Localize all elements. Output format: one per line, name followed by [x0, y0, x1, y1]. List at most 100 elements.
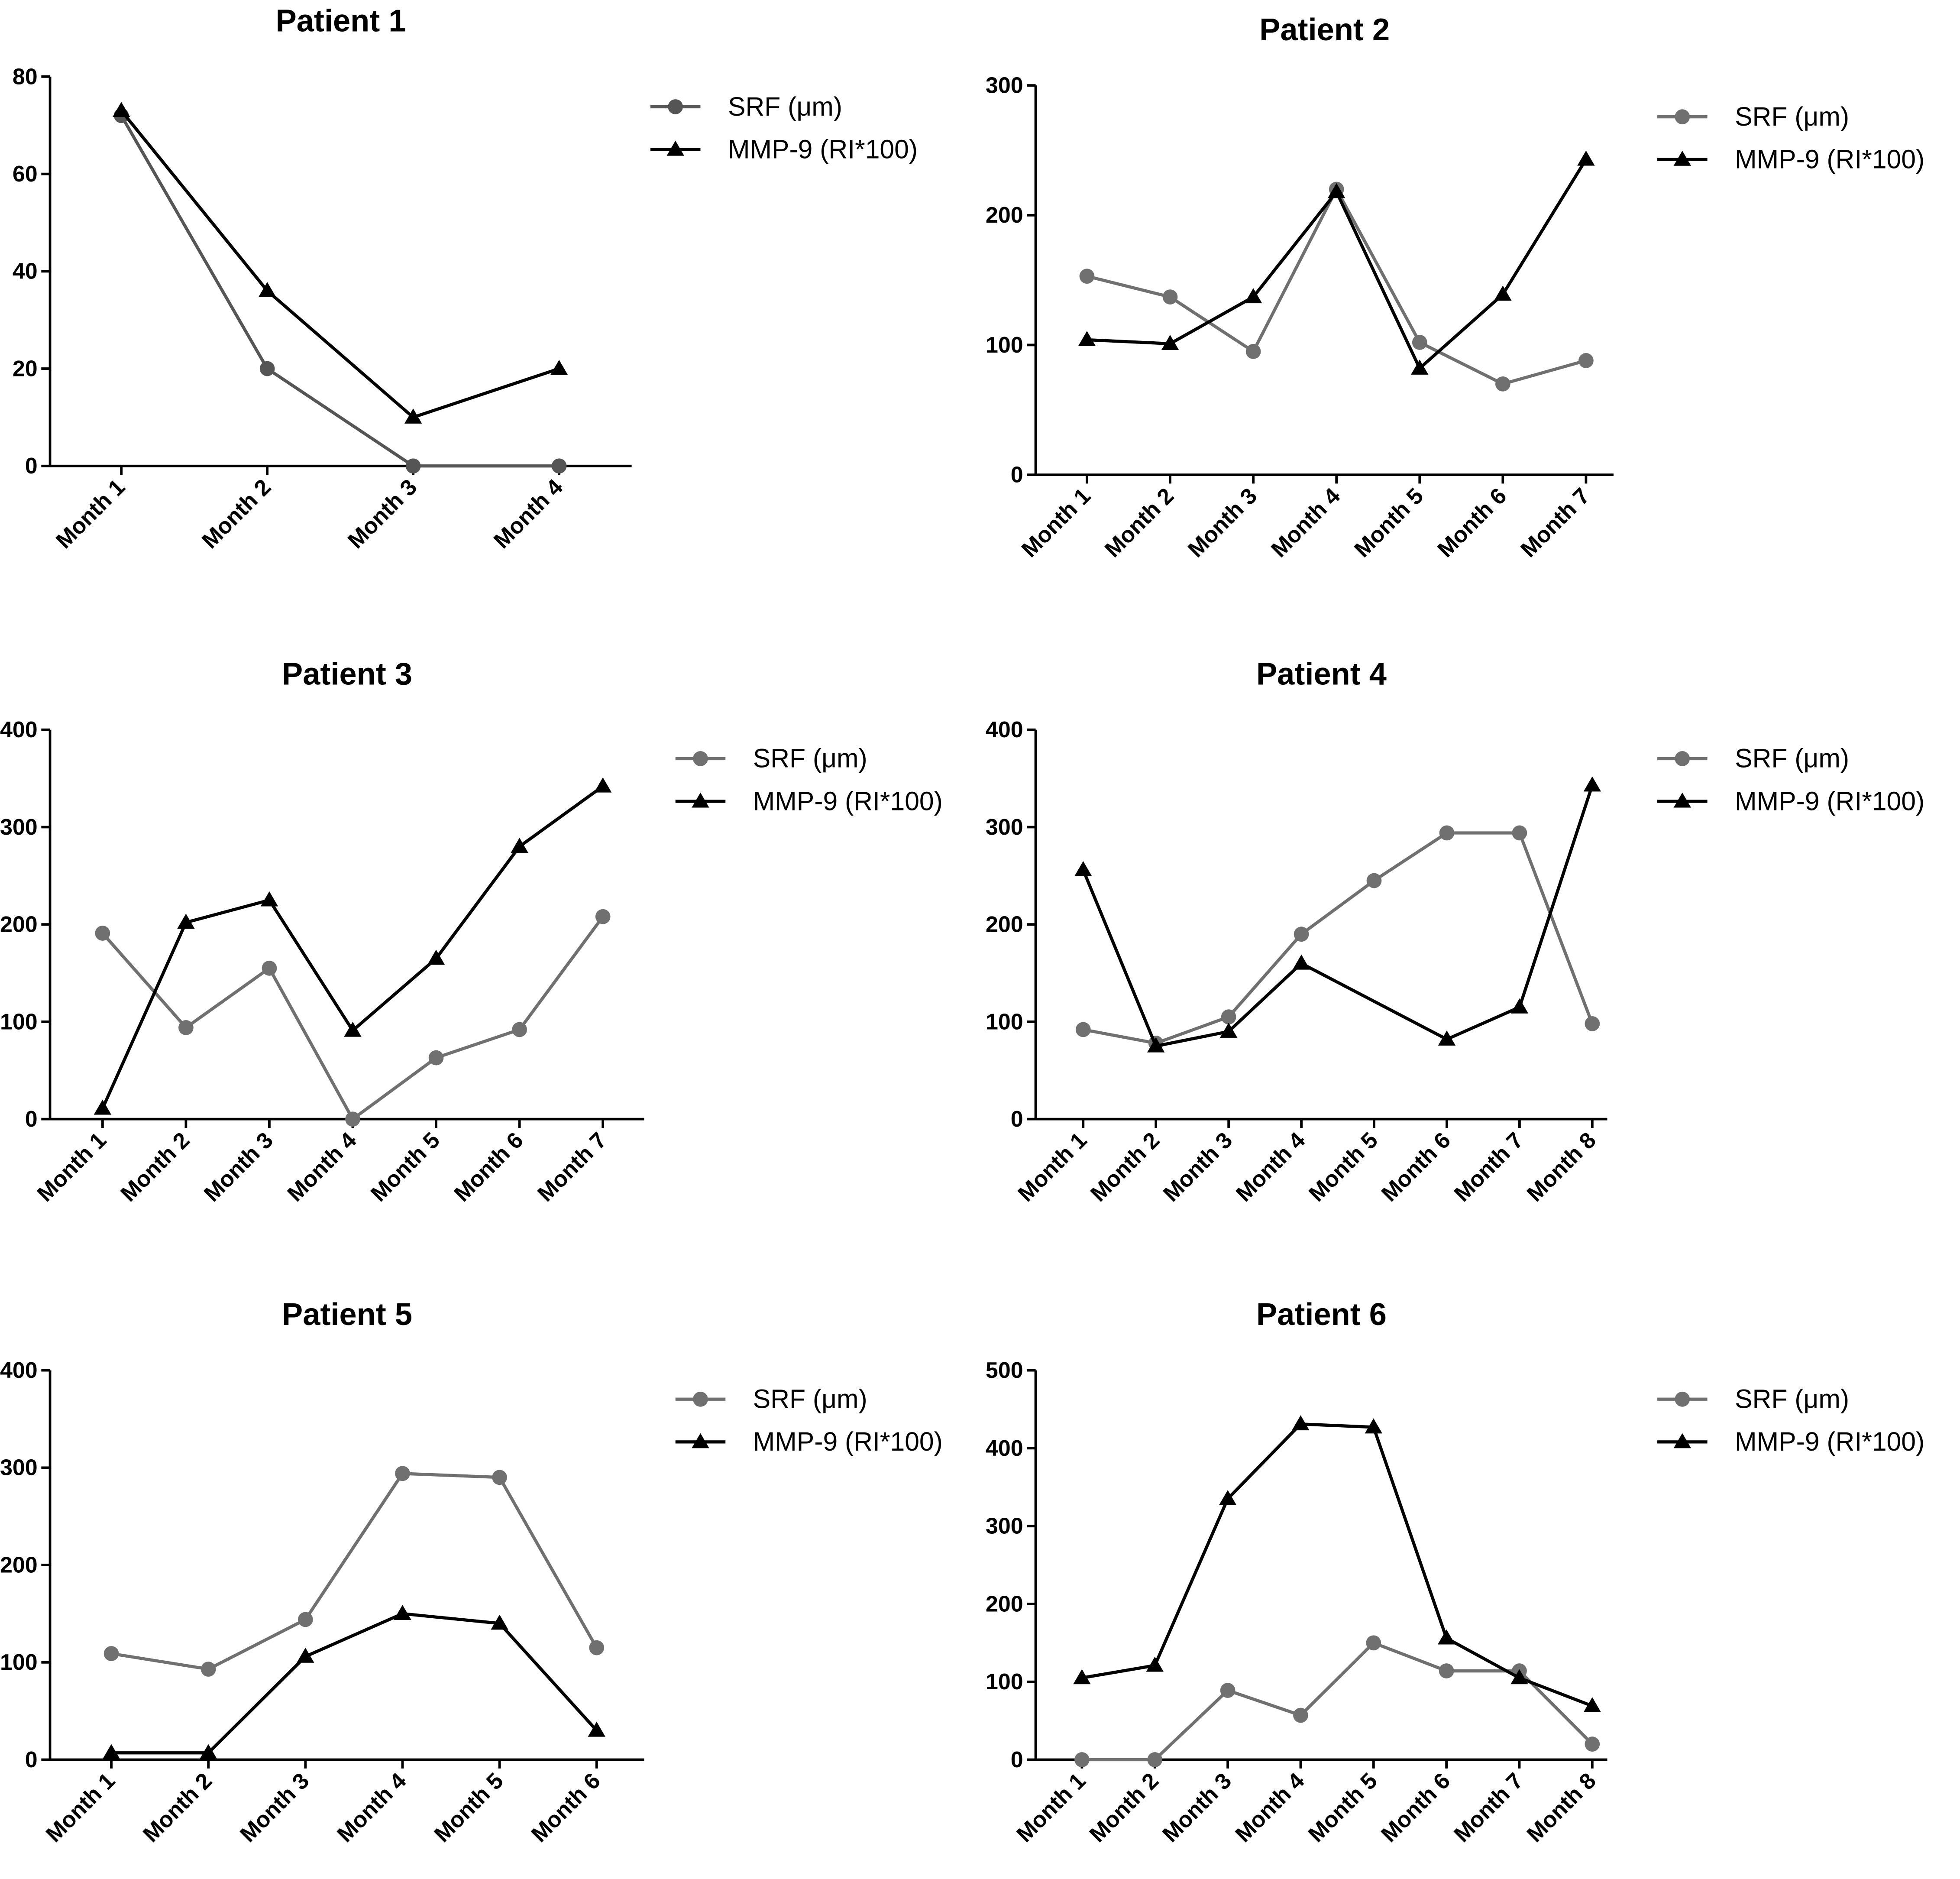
- y-tick-label: 200: [986, 203, 1023, 228]
- legend-marker: [1675, 1391, 1690, 1407]
- data-point: [427, 949, 445, 965]
- series-line: [120, 110, 560, 419]
- chart-title: Patient 3: [282, 657, 412, 691]
- legend-marker: [693, 751, 708, 766]
- y-tick-label: 80: [13, 64, 38, 89]
- data-point: [1577, 150, 1595, 166]
- x-tick-label: Month 4: [1231, 1768, 1310, 1847]
- data-point: [395, 1466, 410, 1481]
- legend-label: MMP-9 (RI*100): [1735, 144, 1924, 174]
- x-tick-label: Month 2: [138, 1768, 217, 1847]
- chart-title: Patient 4: [1256, 657, 1387, 691]
- y-tick-label: 400: [0, 717, 38, 742]
- y-tick-label: 100: [0, 1650, 38, 1675]
- x-tick-label: Month 3: [343, 474, 422, 554]
- data-point: [512, 1022, 527, 1037]
- y-tick-label: 200: [0, 912, 38, 937]
- data-point: [112, 102, 130, 117]
- x-tick-label: Month 2: [1086, 1127, 1164, 1207]
- y-tick-label: 400: [986, 717, 1023, 742]
- y-tick-label: 300: [986, 815, 1023, 840]
- y-tick-label: 300: [0, 1455, 38, 1481]
- x-tick-label: Month 6: [1377, 1127, 1455, 1207]
- data-point: [588, 1721, 605, 1737]
- data-point: [1147, 1752, 1163, 1767]
- data-point: [511, 838, 528, 853]
- data-point: [595, 909, 611, 924]
- data-point: [103, 1646, 119, 1661]
- legend-marker: [1675, 109, 1690, 125]
- y-tick-label: 200: [986, 1591, 1023, 1617]
- data-point: [394, 1605, 411, 1620]
- data-point: [1079, 269, 1095, 284]
- x-tick-label: Month 7: [1449, 1768, 1528, 1847]
- x-tick-label: Month 1: [41, 1768, 120, 1847]
- y-tick-label: 200: [986, 912, 1023, 937]
- y-tick-label: 300: [986, 73, 1023, 98]
- data-point: [1220, 1683, 1236, 1698]
- data-point: [1293, 1707, 1308, 1723]
- data-point: [1219, 1023, 1238, 1038]
- x-tick-label: Month 3: [199, 1127, 278, 1207]
- x-tick-label: Month 7: [1516, 483, 1595, 563]
- data-point: [1078, 331, 1096, 346]
- y-tick-label: 400: [986, 1436, 1023, 1461]
- data-point: [1162, 289, 1178, 305]
- x-tick-label: Month 5: [366, 1127, 445, 1207]
- data-point: [95, 926, 110, 941]
- legend-marker: [693, 1391, 708, 1407]
- legend-marker: [1675, 751, 1690, 766]
- data-point: [258, 282, 276, 297]
- data-point: [1583, 1697, 1601, 1712]
- y-tick-label: 0: [25, 1107, 38, 1132]
- legend-label: SRF (μm): [1735, 744, 1849, 773]
- data-point: [1219, 1490, 1237, 1505]
- data-point: [1075, 1022, 1091, 1037]
- data-point: [428, 1050, 444, 1066]
- data-point: [1074, 861, 1092, 876]
- x-tick-label: Month 1: [1013, 1127, 1092, 1207]
- y-tick-label: 100: [986, 1669, 1023, 1694]
- data-point: [491, 1614, 508, 1630]
- data-point: [1074, 1752, 1090, 1767]
- data-point: [1510, 1669, 1528, 1685]
- x-tick-label: Month 4: [1266, 483, 1345, 563]
- data-point: [1438, 1030, 1456, 1046]
- series-line: [101, 916, 605, 1122]
- x-tick-label: Month 2: [1100, 483, 1179, 563]
- legend-marker: [692, 792, 709, 808]
- chart-title: Patient 6: [1256, 1297, 1387, 1332]
- x-tick-label: Month 3: [236, 1768, 314, 1847]
- legend-marker: [668, 99, 683, 114]
- data-point: [1439, 825, 1455, 841]
- x-tick-label: Month 2: [197, 474, 276, 554]
- data-point: [1146, 1656, 1164, 1672]
- data-point: [262, 960, 277, 976]
- data-point: [298, 1612, 313, 1627]
- series-line: [120, 114, 560, 468]
- data-point: [1366, 1635, 1381, 1651]
- series-line: [1081, 1422, 1593, 1707]
- data-point: [1578, 353, 1594, 368]
- x-tick-label: Month 1: [51, 474, 130, 554]
- data-point: [1512, 825, 1527, 841]
- data-point: [1495, 376, 1510, 392]
- x-tick-label: Month 6: [527, 1768, 605, 1847]
- x-tick-label: Month 4: [333, 1768, 411, 1847]
- data-point: [102, 1744, 120, 1759]
- data-point: [94, 1099, 112, 1115]
- x-tick-label: Month 4: [489, 474, 568, 554]
- x-tick-label: Month 3: [1158, 1768, 1236, 1847]
- series-line: [101, 785, 604, 1109]
- data-point: [177, 914, 195, 929]
- x-tick-label: Month 6: [1433, 483, 1512, 563]
- data-point: [1327, 183, 1345, 198]
- series-line: [1083, 831, 1594, 1045]
- y-tick-label: 100: [0, 1009, 38, 1034]
- y-tick-label: 40: [13, 259, 38, 284]
- data-point: [551, 458, 567, 474]
- x-tick-label: Month 8: [1522, 1768, 1601, 1847]
- data-point: [1494, 285, 1512, 301]
- x-tick-label: Month 6: [1376, 1768, 1455, 1847]
